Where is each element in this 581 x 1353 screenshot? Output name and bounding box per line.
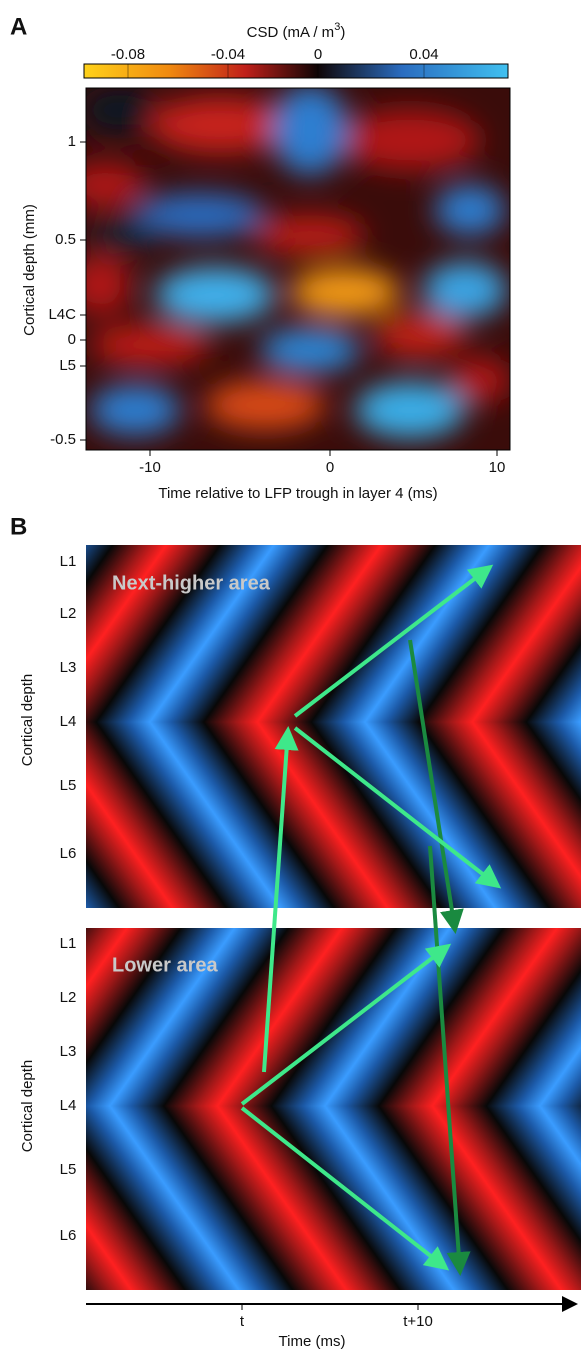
x-axis-label: Time (ms) (279, 1333, 346, 1350)
area-title: Lower area (112, 954, 218, 976)
x-tick-label: t+10 (403, 1313, 433, 1330)
arrow (408, 639, 464, 934)
csd-heatmap (86, 88, 510, 450)
layer-label: L1 (60, 553, 77, 570)
layer-label: L6 (60, 845, 77, 862)
layer-label: L5 (60, 777, 77, 794)
arrow (240, 943, 452, 1106)
colorbar-title: CSD (mA / m3) (247, 21, 346, 41)
y-tick-label: 0.5 (55, 231, 76, 248)
panel-label: B (10, 513, 27, 540)
layer-label: L4 (60, 1097, 77, 1114)
colorbar-title-text: CSD (mA / m (247, 24, 335, 41)
x-tick-label: 10 (489, 459, 506, 476)
arrow (293, 564, 494, 718)
wave-pattern-bottom (86, 928, 581, 1290)
y-tick-label: 1 (68, 133, 76, 150)
x-tick-label: t (240, 1313, 245, 1330)
layer-label: L4 (60, 713, 77, 730)
layer-label: L1 (60, 935, 77, 952)
colorbar-tick-label: 0 (314, 46, 322, 63)
colorbar-tick-label: -0.08 (111, 46, 145, 63)
arrow (240, 1106, 450, 1271)
layer-label: L6 (60, 1227, 77, 1244)
panel-label: A (10, 13, 27, 40)
y-tick-label: L4C (48, 306, 76, 323)
arrow (428, 845, 471, 1276)
y-axis-label: Cortical depth (mm) (21, 204, 38, 336)
y-tick-label: -0.5 (50, 431, 76, 448)
y-tick-label: L5 (59, 357, 76, 374)
y-axis-label: Cortical depth (19, 674, 36, 767)
y-axis-label: Cortical depth (19, 1060, 36, 1153)
x-tick-label: 0 (326, 459, 334, 476)
area-title: Next-higher area (112, 572, 271, 594)
layer-label: L2 (60, 989, 77, 1006)
colorbar-title-sup: 3 (334, 21, 340, 33)
x-tick-label: -10 (139, 459, 161, 476)
layer-label: L5 (60, 1161, 77, 1178)
layer-label: L2 (60, 605, 77, 622)
colorbar-title-end: ) (340, 24, 345, 41)
plot-frame (85, 87, 511, 451)
arrows (240, 564, 502, 1276)
x-axis-label: Time relative to LFP trough in layer 4 (… (158, 485, 437, 502)
colorbar-tick-label: 0.04 (409, 46, 438, 63)
layer-label: L3 (60, 1043, 77, 1060)
colorbar-tick-label: -0.04 (211, 46, 245, 63)
colorbar (83, 63, 509, 79)
arrow (262, 726, 299, 1073)
wave-pattern-top (86, 545, 581, 908)
arrow (293, 726, 502, 889)
layer-label: L3 (60, 659, 77, 676)
y-tick-label: 0 (68, 331, 76, 348)
